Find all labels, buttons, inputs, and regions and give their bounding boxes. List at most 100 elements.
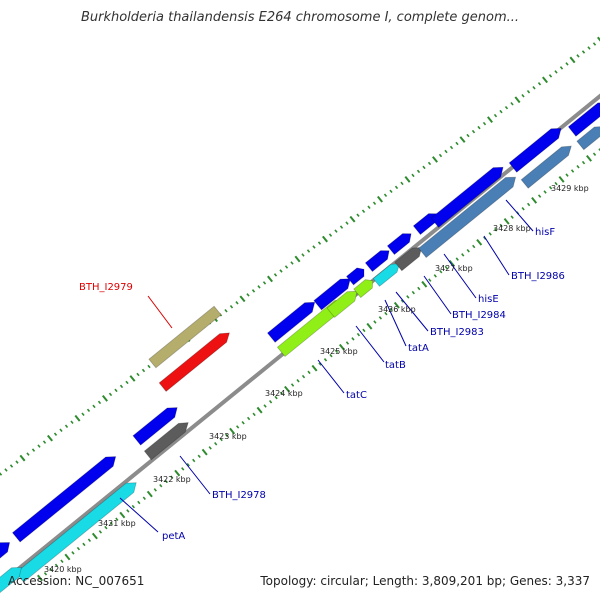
gene-label-bth-i2979[interactable]: BTH_I2979 bbox=[79, 282, 133, 293]
gene-feature-blue-body bbox=[132, 407, 178, 446]
gene-label-tatc[interactable]: tatC bbox=[346, 390, 367, 401]
gene-feature-blue bbox=[313, 278, 351, 311]
tick-mark-inner bbox=[581, 160, 586, 165]
gene-feature-steel bbox=[576, 126, 600, 151]
tick-mark-outer bbox=[377, 195, 383, 203]
tick-mark-inner bbox=[323, 358, 328, 362]
gene-hisf bbox=[520, 145, 572, 189]
tick-mark-outer bbox=[9, 464, 14, 468]
tick-mark-inner bbox=[252, 412, 256, 417]
tick-mark-outer bbox=[349, 215, 356, 223]
leader-peta bbox=[119, 497, 159, 533]
tick-mark-outer bbox=[471, 129, 476, 134]
tick-mark-outer bbox=[273, 273, 278, 277]
gene-label-tatb[interactable]: tatB bbox=[385, 360, 406, 371]
tick-mark-outer bbox=[53, 432, 58, 436]
tick-mark-outer bbox=[290, 261, 294, 265]
tick-mark-outer bbox=[597, 36, 600, 42]
tick-mark-inner bbox=[290, 383, 295, 387]
tick-mark-outer bbox=[504, 105, 509, 110]
tick-mark-inner bbox=[570, 169, 575, 173]
gene-hisf-body bbox=[520, 145, 572, 189]
tick-mark-inner bbox=[174, 469, 181, 477]
gene-tatb bbox=[326, 290, 358, 318]
tick-mark-inner bbox=[472, 244, 476, 249]
gene-feature-blue bbox=[11, 456, 117, 543]
tick-mark-inner bbox=[592, 152, 597, 156]
kbp-label-3427: 3427 kbp bbox=[435, 264, 473, 273]
tick-mark-outer bbox=[19, 454, 26, 462]
tick-mark-inner bbox=[373, 320, 377, 324]
tick-mark-outer bbox=[26, 452, 30, 456]
tick-mark-inner bbox=[345, 341, 350, 345]
tick-mark-outer bbox=[514, 96, 521, 104]
gene-label-hisf[interactable]: hisF bbox=[535, 227, 555, 238]
tick-mark-inner bbox=[444, 265, 448, 270]
tick-mark-inner bbox=[164, 479, 168, 484]
tick-mark-inner bbox=[170, 475, 174, 480]
tick-mark-inner bbox=[411, 290, 415, 295]
tick-mark-outer bbox=[444, 149, 448, 154]
tick-mark-outer bbox=[239, 295, 246, 303]
kbp-label-3424: 3424 kbp bbox=[265, 389, 303, 398]
tick-mark-inner bbox=[109, 521, 114, 526]
tick-mark-inner bbox=[49, 567, 53, 572]
tick-mark-outer bbox=[136, 372, 140, 377]
gene-bth-i2986-body bbox=[418, 176, 517, 259]
tick-mark-inner bbox=[433, 274, 437, 278]
gene-tatb-body bbox=[326, 290, 358, 318]
gene-label-tata[interactable]: tatA bbox=[408, 343, 429, 354]
tick-mark-inner bbox=[236, 425, 240, 429]
tick-mark-inner bbox=[197, 454, 201, 459]
tick-mark-inner bbox=[389, 307, 394, 312]
gene-label-hise[interactable]: hisE bbox=[478, 294, 499, 305]
tick-mark-inner bbox=[301, 374, 306, 379]
tick-mark-outer bbox=[416, 169, 421, 174]
tick-mark-inner bbox=[554, 181, 558, 186]
leader-bth-i2986 bbox=[483, 235, 510, 276]
tick-mark-outer bbox=[383, 193, 388, 198]
gene-feature-blue bbox=[132, 407, 178, 446]
kbp-label-3426: 3426 kbp bbox=[378, 305, 416, 314]
gene-label-bth-i2978[interactable]: BTH_I2978 bbox=[212, 490, 266, 501]
tick-mark-outer bbox=[411, 173, 415, 178]
tick-mark-inner bbox=[37, 574, 43, 582]
gene-bth-i2986 bbox=[418, 176, 517, 259]
gene-feature-blue bbox=[364, 250, 390, 273]
tick-mark-inner bbox=[241, 420, 245, 425]
kbp-label-3428: 3428 kbp bbox=[493, 224, 531, 233]
gene-tata-body bbox=[353, 279, 374, 299]
gene-label-peta[interactable]: petA bbox=[162, 531, 185, 542]
tick-mark-outer bbox=[438, 153, 443, 158]
tick-mark-inner bbox=[565, 173, 569, 177]
tick-mark-inner bbox=[334, 349, 339, 354]
tick-mark-inner bbox=[526, 202, 531, 207]
tick-mark-outer bbox=[262, 281, 267, 285]
tick-mark-inner bbox=[421, 280, 428, 288]
kbp-label-3425: 3425 kbp bbox=[320, 347, 358, 356]
tick-marks bbox=[0, 36, 600, 582]
tick-mark-inner bbox=[311, 364, 318, 372]
gene-bth-i2979-khaki bbox=[148, 305, 222, 369]
gene-label-bth-i2983[interactable]: BTH_I2983 bbox=[430, 327, 484, 338]
tick-mark-outer bbox=[361, 209, 366, 213]
tick-mark-outer bbox=[129, 375, 136, 382]
gene-label-bth-i2984[interactable]: BTH_I2984 bbox=[452, 310, 506, 321]
gene-features bbox=[0, 102, 600, 594]
tick-mark-outer bbox=[569, 56, 576, 64]
gene-label-bth-i2986[interactable]: BTH_I2986 bbox=[511, 271, 565, 282]
gene-feature-cyan bbox=[0, 566, 23, 594]
tick-mark-outer bbox=[224, 309, 228, 313]
tick-mark-inner bbox=[318, 362, 322, 366]
tick-mark-inner bbox=[76, 546, 81, 551]
gene-feature-blue-body bbox=[364, 250, 390, 273]
tick-mark-inner bbox=[142, 496, 146, 501]
tick-mark-inner bbox=[455, 257, 459, 261]
tick-mark-outer bbox=[284, 265, 289, 269]
tick-mark-outer bbox=[548, 74, 553, 78]
tick-mark-inner bbox=[64, 553, 71, 561]
tick-mark-outer bbox=[64, 424, 69, 428]
gene-feature-blue-body bbox=[508, 127, 562, 173]
gene-feature-blue bbox=[0, 542, 11, 559]
gene-feature-blue-body bbox=[345, 267, 365, 286]
